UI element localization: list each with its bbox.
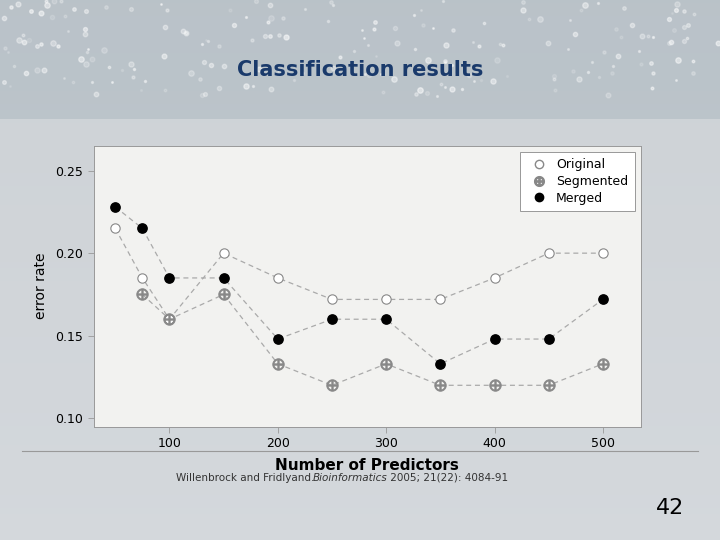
X-axis label: Number of Predictors: Number of Predictors: [275, 458, 459, 474]
Point: [435, 295, 446, 303]
Point: [435, 360, 446, 368]
Point: [163, 315, 175, 323]
Point: [326, 381, 338, 390]
Point: [543, 335, 554, 343]
Point: [218, 290, 230, 299]
Text: 2005; 21(22): 4084-91: 2005; 21(22): 4084-91: [387, 473, 508, 483]
Point: [109, 224, 121, 233]
Point: [489, 274, 500, 282]
Point: [272, 335, 284, 343]
Point: [380, 360, 392, 368]
Point: [272, 360, 284, 368]
Point: [326, 315, 338, 323]
Point: [326, 295, 338, 303]
Bar: [0, 119, 720, 540]
Point: [543, 249, 554, 258]
Point: [109, 202, 121, 211]
Point: [218, 249, 230, 258]
Point: [380, 315, 392, 323]
Point: [543, 381, 554, 390]
Point: [597, 360, 608, 368]
Point: [380, 295, 392, 303]
Text: 42: 42: [656, 498, 684, 518]
Point: [597, 249, 608, 258]
Point: [163, 315, 175, 323]
Y-axis label: error rate: error rate: [35, 253, 48, 320]
Legend: Original, Segmented, Merged: Original, Segmented, Merged: [520, 152, 634, 211]
Point: [272, 274, 284, 282]
Bar: [0, 0, 720, 119]
Point: [218, 274, 230, 282]
Point: [489, 335, 500, 343]
Point: [137, 274, 148, 282]
Point: [163, 274, 175, 282]
Point: [137, 224, 148, 233]
Text: Classification results: Classification results: [237, 60, 483, 80]
Point: [435, 381, 446, 390]
Text: Willenbrock and Fridlyand.: Willenbrock and Fridlyand.: [176, 473, 318, 483]
Point: [597, 295, 608, 303]
Text: Bioinformatics: Bioinformatics: [313, 473, 388, 483]
Point: [137, 290, 148, 299]
Point: [489, 381, 500, 390]
